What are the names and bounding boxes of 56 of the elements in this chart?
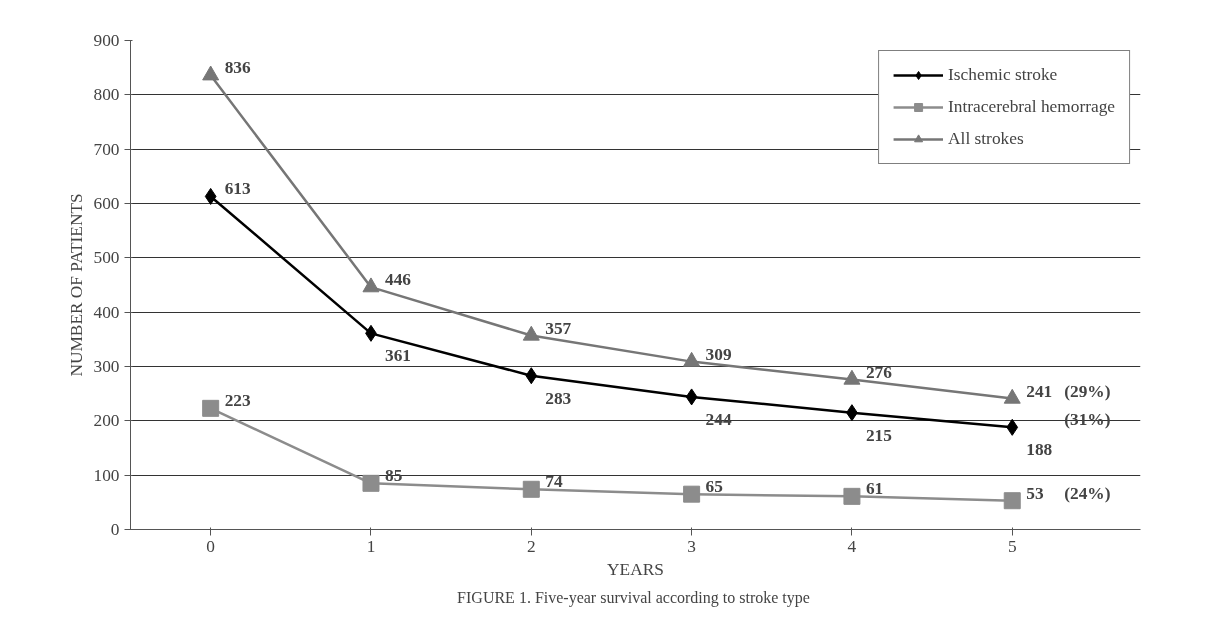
data-label: 74 (545, 472, 563, 492)
point (1006, 418, 1019, 436)
point (525, 367, 538, 385)
y-tick-label: 300 (93, 357, 120, 376)
y-tick-label: 900 (93, 31, 120, 50)
data-label: 446 (384, 270, 412, 290)
annotation: (24%) (1064, 483, 1111, 503)
x-tick-label: 1 (366, 536, 376, 556)
data-label: 836 (224, 58, 251, 78)
point (685, 388, 698, 406)
data-label: 241 (1026, 381, 1053, 401)
point (362, 474, 380, 492)
legend-label: Intracerebral hemorrage (948, 97, 1115, 117)
data-label: 357 (545, 318, 572, 338)
legend-label: All strokes (948, 129, 1025, 149)
x-tick-label: 2 (526, 536, 536, 556)
data-label: 283 (545, 388, 572, 408)
data-label: 276 (865, 362, 893, 382)
y-axis-title: NUMBER OF PATIENTS (66, 193, 86, 377)
point (204, 187, 217, 205)
point (202, 399, 220, 417)
point (1003, 388, 1021, 404)
y-tick-label: 800 (93, 85, 120, 105)
y-tick-label: 100 (93, 465, 120, 485)
x-axis-title: YEARS (607, 559, 664, 579)
point (1003, 492, 1021, 510)
y-tick-label: 700 (93, 139, 120, 159)
x-tick-label: 3 (687, 536, 696, 556)
x-tick-label: 4 (847, 536, 857, 556)
point (843, 369, 861, 385)
caption: FIGURE 1. Five-year survival according to stroke type (457, 588, 810, 607)
data-label: 53 (1026, 483, 1044, 503)
y-tick-label: 200 (93, 411, 120, 431)
y-tick-label: 0 (110, 520, 120, 539)
data-label: 223 (224, 391, 251, 411)
data-label: 361 (384, 346, 411, 366)
y-tick-label: 400 (93, 302, 120, 322)
point (683, 485, 701, 503)
x-tick-label: 5 (1007, 536, 1017, 556)
x-tick-label: 0 (206, 536, 215, 556)
point (362, 277, 380, 293)
data-label: 215 (865, 425, 893, 445)
point (202, 65, 220, 81)
point (843, 487, 861, 505)
legend-label: Ischemic stroke (948, 65, 1059, 85)
point (522, 480, 540, 498)
point (522, 325, 540, 341)
y-tick-label: 600 (93, 194, 120, 213)
data-label: 188 (1026, 440, 1053, 460)
data-label: 613 (224, 179, 251, 199)
data-label: 309 (705, 344, 732, 364)
data-label: 61 (865, 479, 884, 499)
annotation: (29%) (1064, 381, 1111, 401)
point (683, 351, 701, 367)
data-label: 65 (705, 477, 724, 497)
y-tick-label: 500 (93, 248, 120, 268)
